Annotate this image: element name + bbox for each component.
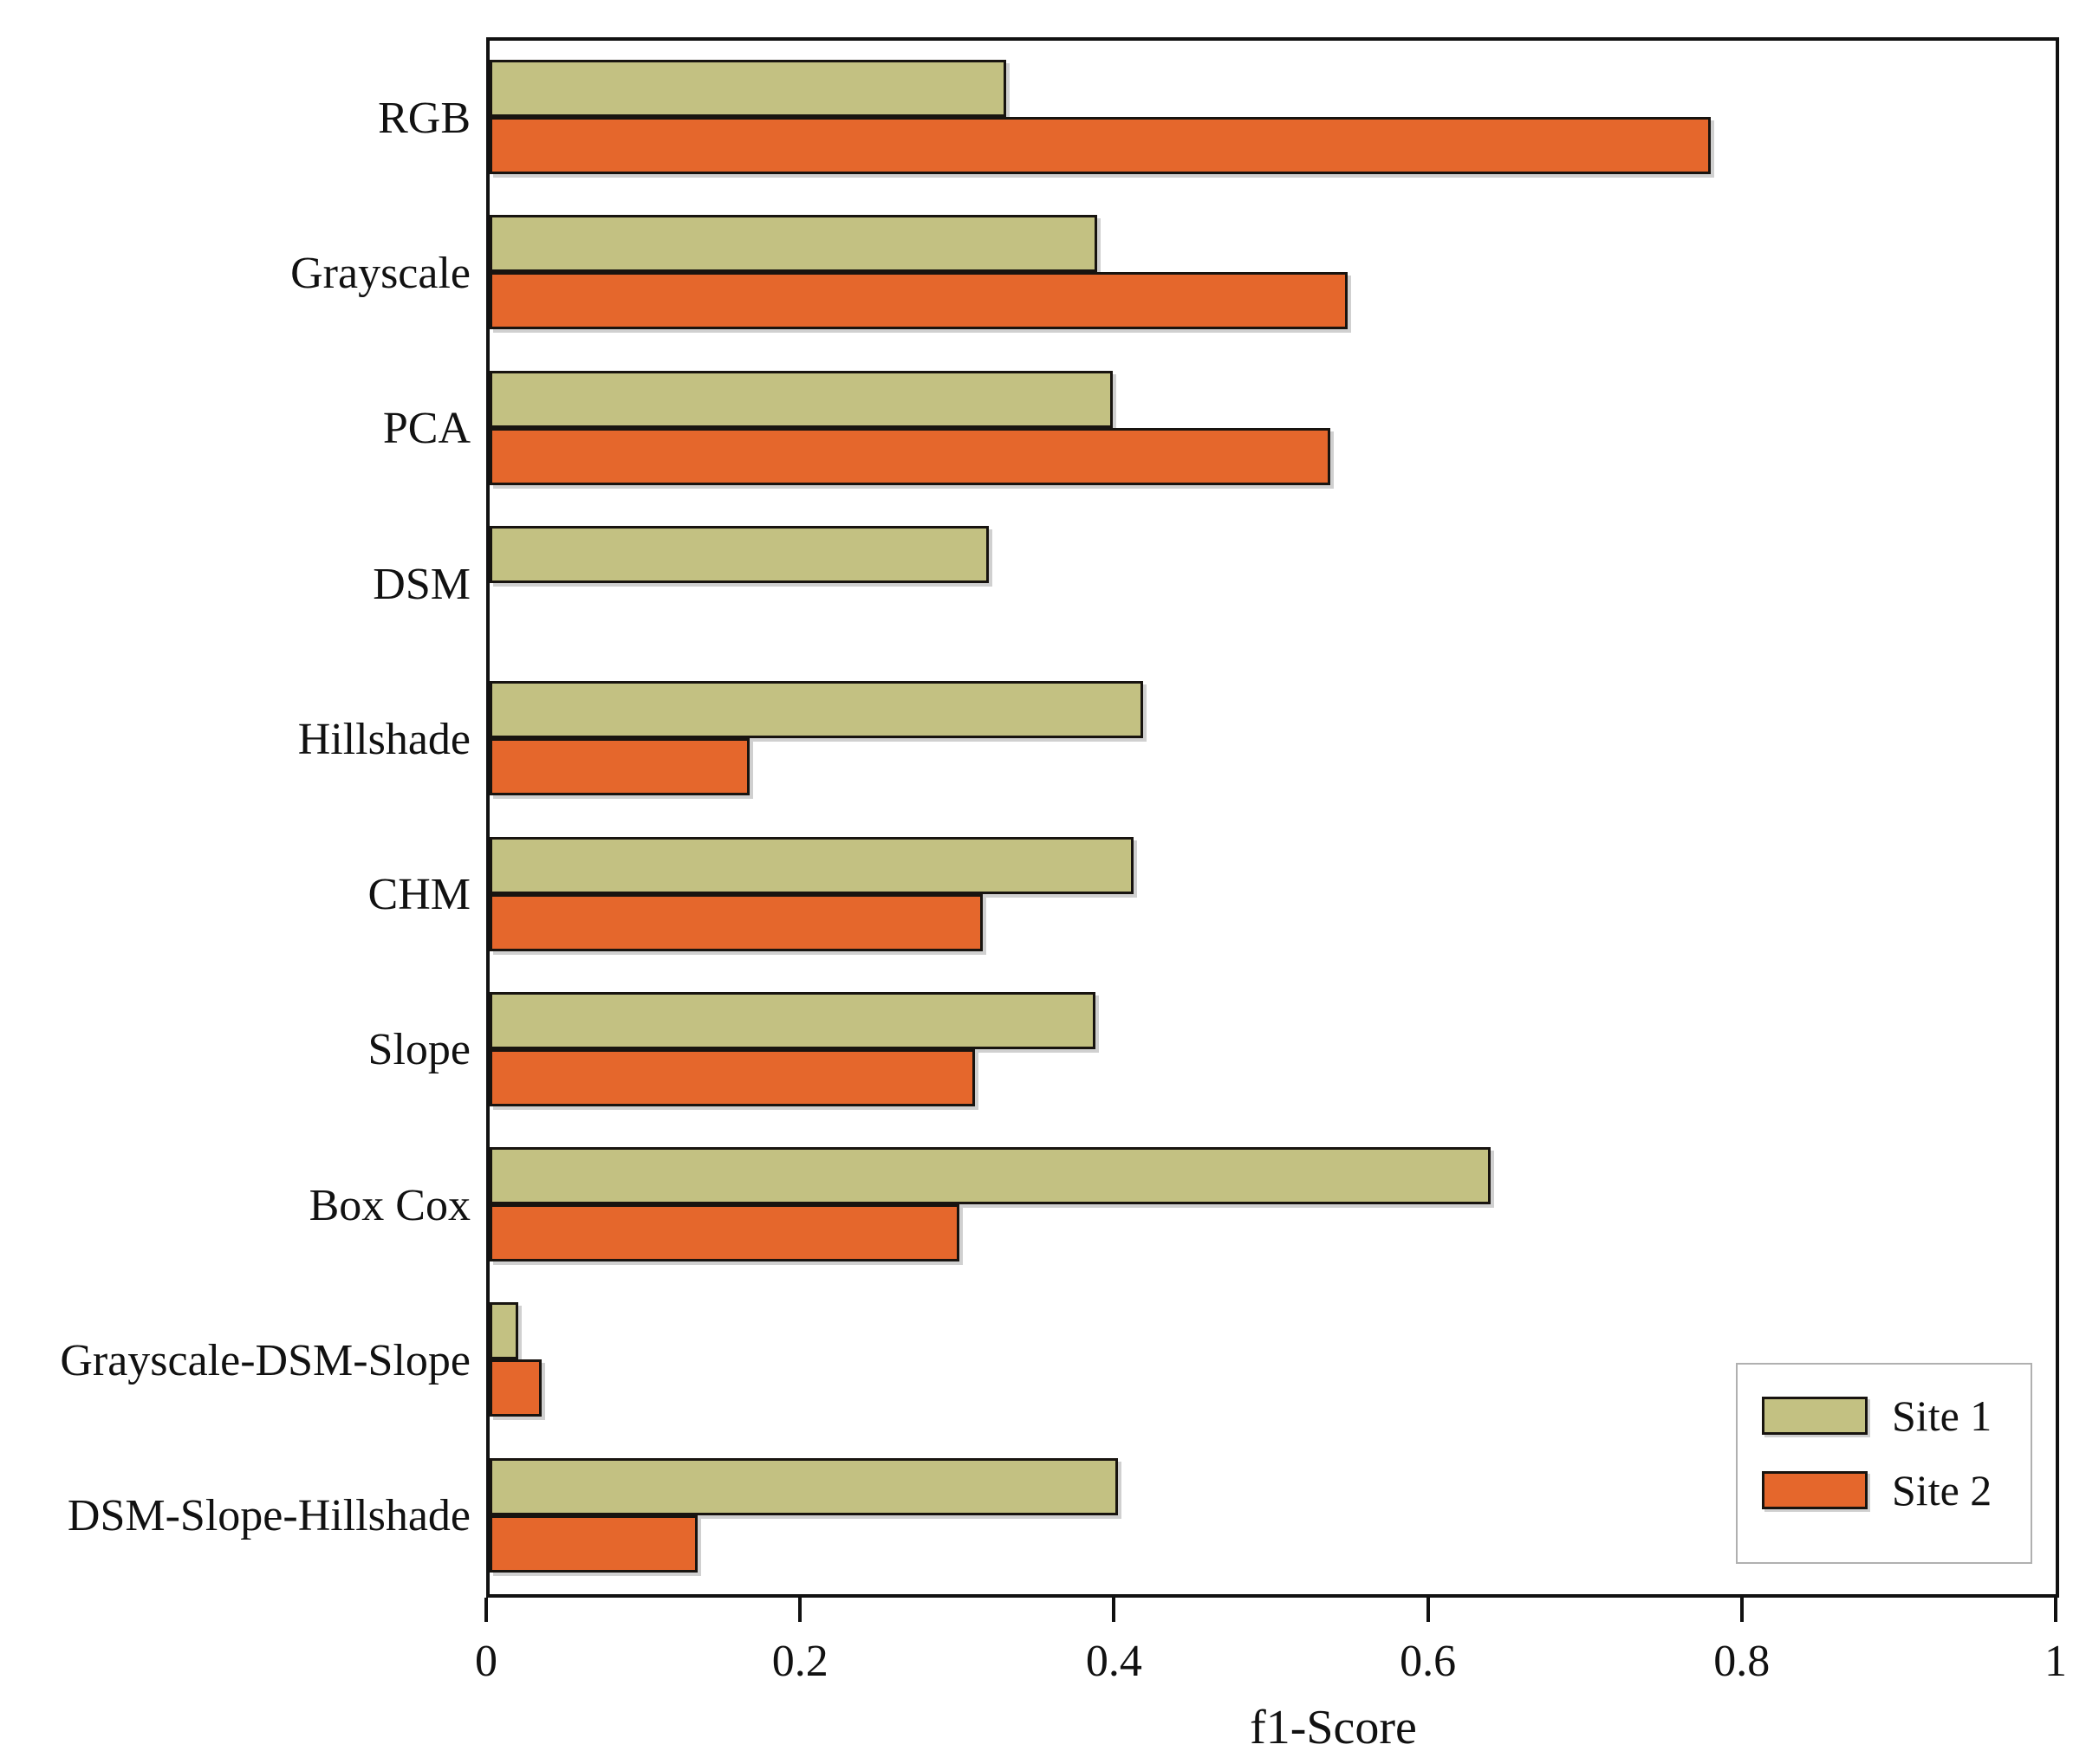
bar-site1: [490, 991, 1096, 1049]
category-label: CHM: [367, 870, 471, 920]
category-label: Box Cox: [309, 1180, 471, 1230]
bar-site1: [490, 370, 1114, 428]
x-axis-tick: [1739, 1598, 1744, 1622]
x-axis-tick: [1112, 1598, 1116, 1622]
bar-site1: [490, 1457, 1118, 1515]
category-label: PCA: [382, 404, 471, 454]
x-axis-tick-label: 0.6: [1400, 1637, 1457, 1686]
legend: Site 1 Site 2: [1736, 1363, 2032, 1564]
x-axis-tick-label: 0: [475, 1637, 497, 1686]
x-axis-tick: [2054, 1598, 2057, 1622]
x-axis-tick-label: 0.8: [1713, 1637, 1771, 1686]
bar-site2: [490, 1048, 976, 1106]
bar-site2: [490, 1359, 542, 1417]
x-axis-title: f1-Score: [1250, 1701, 1417, 1754]
bar-site2: [490, 427, 1331, 485]
x-axis-tick: [484, 1598, 488, 1622]
category-label: Grayscale-DSM-Slope: [60, 1336, 471, 1386]
bar-site2: [490, 738, 750, 796]
bar-site1: [490, 60, 1007, 117]
category-label: RGB: [378, 93, 471, 143]
bar-site2: [490, 272, 1348, 330]
site1-legend-label: Site 1: [1892, 1391, 1992, 1440]
site1-color-swatch: [1762, 1397, 1868, 1435]
site2-legend-label: Site 2: [1892, 1466, 1992, 1514]
bar-site2: [490, 117, 1712, 174]
bar-site1: [490, 1302, 518, 1360]
bar-site1: [490, 525, 990, 583]
x-axis-tick: [1426, 1598, 1430, 1622]
bar-site1: [490, 1147, 1491, 1205]
bar-site1: [490, 836, 1134, 894]
category-label: DSM: [373, 559, 471, 609]
category-label: Grayscale: [290, 248, 471, 298]
legend-item-site1: Site 1: [1762, 1394, 1992, 1437]
category-label: DSM-Slope-Hillshade: [67, 1491, 471, 1541]
bar-site2: [490, 1514, 699, 1573]
plot-area: Site 1 Site 2: [486, 37, 2059, 1598]
bar-site1: [490, 681, 1143, 739]
bar-site1: [490, 215, 1098, 273]
x-axis-tick-label: 1: [2044, 1637, 2067, 1686]
category-label: Hillshade: [297, 714, 471, 764]
x-axis-tick-label: 0.2: [771, 1637, 829, 1686]
x-axis-tick: [798, 1598, 803, 1622]
bar-site2: [490, 1204, 960, 1262]
legend-item-site2: Site 2: [1762, 1469, 1992, 1512]
bars-layer: [490, 41, 2056, 1594]
x-axis-tick-label: 0.4: [1085, 1637, 1142, 1686]
site2-color-swatch: [1762, 1471, 1868, 1509]
category-label: Slope: [367, 1025, 471, 1075]
bar-site2: [490, 893, 984, 951]
